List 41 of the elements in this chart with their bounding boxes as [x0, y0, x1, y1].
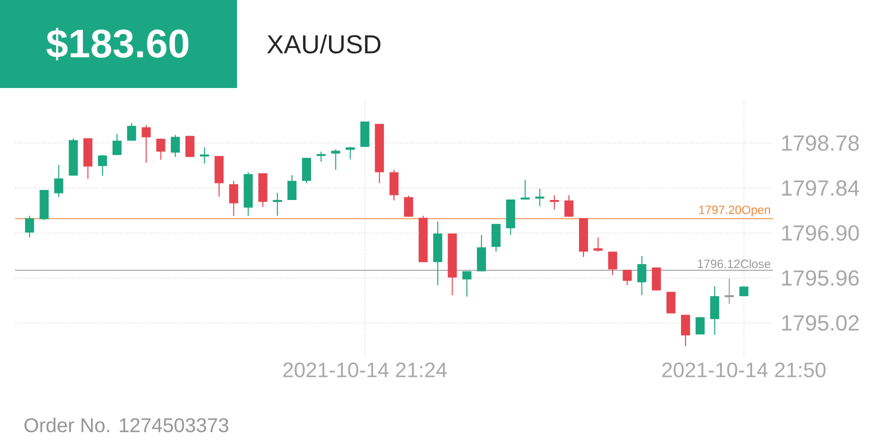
candlestick — [156, 138, 166, 160]
candlestick — [185, 135, 194, 158]
x-tick-label: 2021-10-14 21:50 — [662, 362, 826, 378]
candlestick — [710, 286, 720, 336]
candlestick — [25, 215, 34, 238]
candlestick — [112, 133, 122, 156]
candlestick — [316, 151, 326, 162]
candlestick — [608, 251, 618, 276]
candlestick — [492, 223, 501, 252]
x-tick-label: 2021-10-14 21:24 — [283, 362, 447, 378]
candlestick — [696, 316, 705, 335]
y-tick-label: 1795.96 — [782, 270, 859, 286]
candlestick — [550, 194, 559, 210]
candlestick — [287, 174, 296, 200]
y-tick-label: 1797.84 — [782, 180, 860, 196]
candlestick — [229, 180, 238, 216]
candlestick — [98, 154, 107, 176]
y-tick-label: 1795.02 — [782, 315, 859, 331]
candlestick — [637, 255, 646, 296]
candlestick — [666, 291, 676, 314]
candlestick — [404, 195, 414, 218]
candlestick — [331, 148, 340, 170]
candlestick — [142, 124, 151, 164]
chart-title: $183.60 — [46, 28, 188, 60]
chart-subtitle: XAU/USD — [267, 34, 380, 54]
candlestick — [389, 169, 399, 201]
candlestick — [564, 194, 574, 218]
candlestick — [302, 157, 312, 184]
text: Order No. 1274503373 — [24, 418, 228, 432]
candlestick — [681, 314, 690, 347]
candlestick — [622, 269, 632, 286]
y-tick-label: 1798.78 — [782, 135, 859, 151]
candlestick — [127, 122, 136, 142]
ref-line-label: 1796.12Close — [698, 259, 770, 268]
candlestick — [54, 164, 64, 198]
candlestick — [652, 266, 661, 291]
candlestick — [170, 134, 180, 158]
candlestick — [476, 234, 486, 272]
ref-line-label: 1797.20Open — [699, 206, 770, 216]
candlestick — [462, 270, 472, 298]
y-tick-label: 1796.90 — [782, 225, 859, 241]
